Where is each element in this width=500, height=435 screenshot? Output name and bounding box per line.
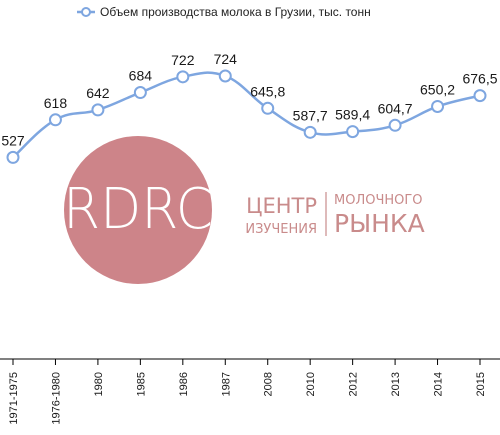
data-point [261, 101, 275, 115]
x-tick-label: 1976-1980 [50, 372, 62, 425]
legend: Объем производства молока в Грузии, тыс.… [77, 5, 371, 19]
data-label: 618 [44, 95, 68, 111]
data-label: 650,2 [420, 81, 455, 97]
data-point [6, 150, 20, 164]
data-point [91, 103, 105, 117]
x-axis-tick-labels: 1971-1975 1976-1980 1980 1985 1986 1987 2008 20… [8, 372, 487, 425]
data-point [176, 70, 190, 84]
data-markers [6, 69, 487, 164]
data-label: 642 [86, 85, 110, 101]
data-label: 587,7 [293, 107, 328, 123]
x-tick-label: 1985 [135, 372, 147, 396]
x-tick-label: 2008 [263, 372, 275, 396]
data-point [388, 118, 402, 132]
x-tick-label: 2015 [475, 372, 487, 396]
x-tick-label: 2012 [348, 372, 360, 396]
data-label: 645,8 [250, 83, 285, 99]
x-tick-label: 1987 [220, 372, 232, 396]
data-point [133, 86, 147, 100]
x-tick-label: 1980 [93, 372, 105, 396]
data-point [303, 125, 317, 139]
data-point [346, 125, 360, 139]
watermark-line2-right: РЫНКА [334, 209, 425, 238]
data-point [431, 99, 445, 113]
data-point [473, 89, 487, 103]
watermark-line1-right: МОЛОЧНОГО [334, 193, 423, 208]
data-label: 722 [171, 52, 195, 68]
watermark-line1-left: ЦЕНТР [246, 194, 317, 218]
data-labels: 527 618 642 684 722 724 645,8 587,7 589,4 604,7 65… [1, 51, 497, 148]
data-label: 589,4 [335, 107, 370, 123]
data-label: 604,7 [378, 100, 413, 116]
watermark-logo-letters: RDRC [63, 177, 213, 242]
x-tick-label: 2014 [433, 372, 445, 396]
watermark-logo-circle [64, 136, 212, 284]
x-tick-label: 1971-1975 [8, 372, 20, 425]
x-tick-label: 2013 [390, 372, 402, 396]
x-tick-label: 2010 [305, 372, 317, 396]
x-axis-ticks [12, 359, 481, 365]
watermark: RDRC ЦЕНТР ИЗУЧЕНИЯ МОЛОЧНОГО РЫНКА [63, 136, 425, 284]
data-point [48, 113, 62, 127]
legend-marker [81, 7, 91, 17]
data-point [218, 69, 232, 83]
data-label: 724 [214, 51, 238, 67]
data-label: 527 [1, 132, 25, 148]
data-label: 676,5 [462, 71, 497, 87]
x-tick-label: 1986 [178, 372, 190, 396]
legend-label: Объем производства молока в Грузии, тыс.… [100, 5, 371, 19]
data-label: 684 [129, 68, 153, 84]
watermark-line2-left: ИЗУЧЕНИЯ [245, 222, 317, 237]
